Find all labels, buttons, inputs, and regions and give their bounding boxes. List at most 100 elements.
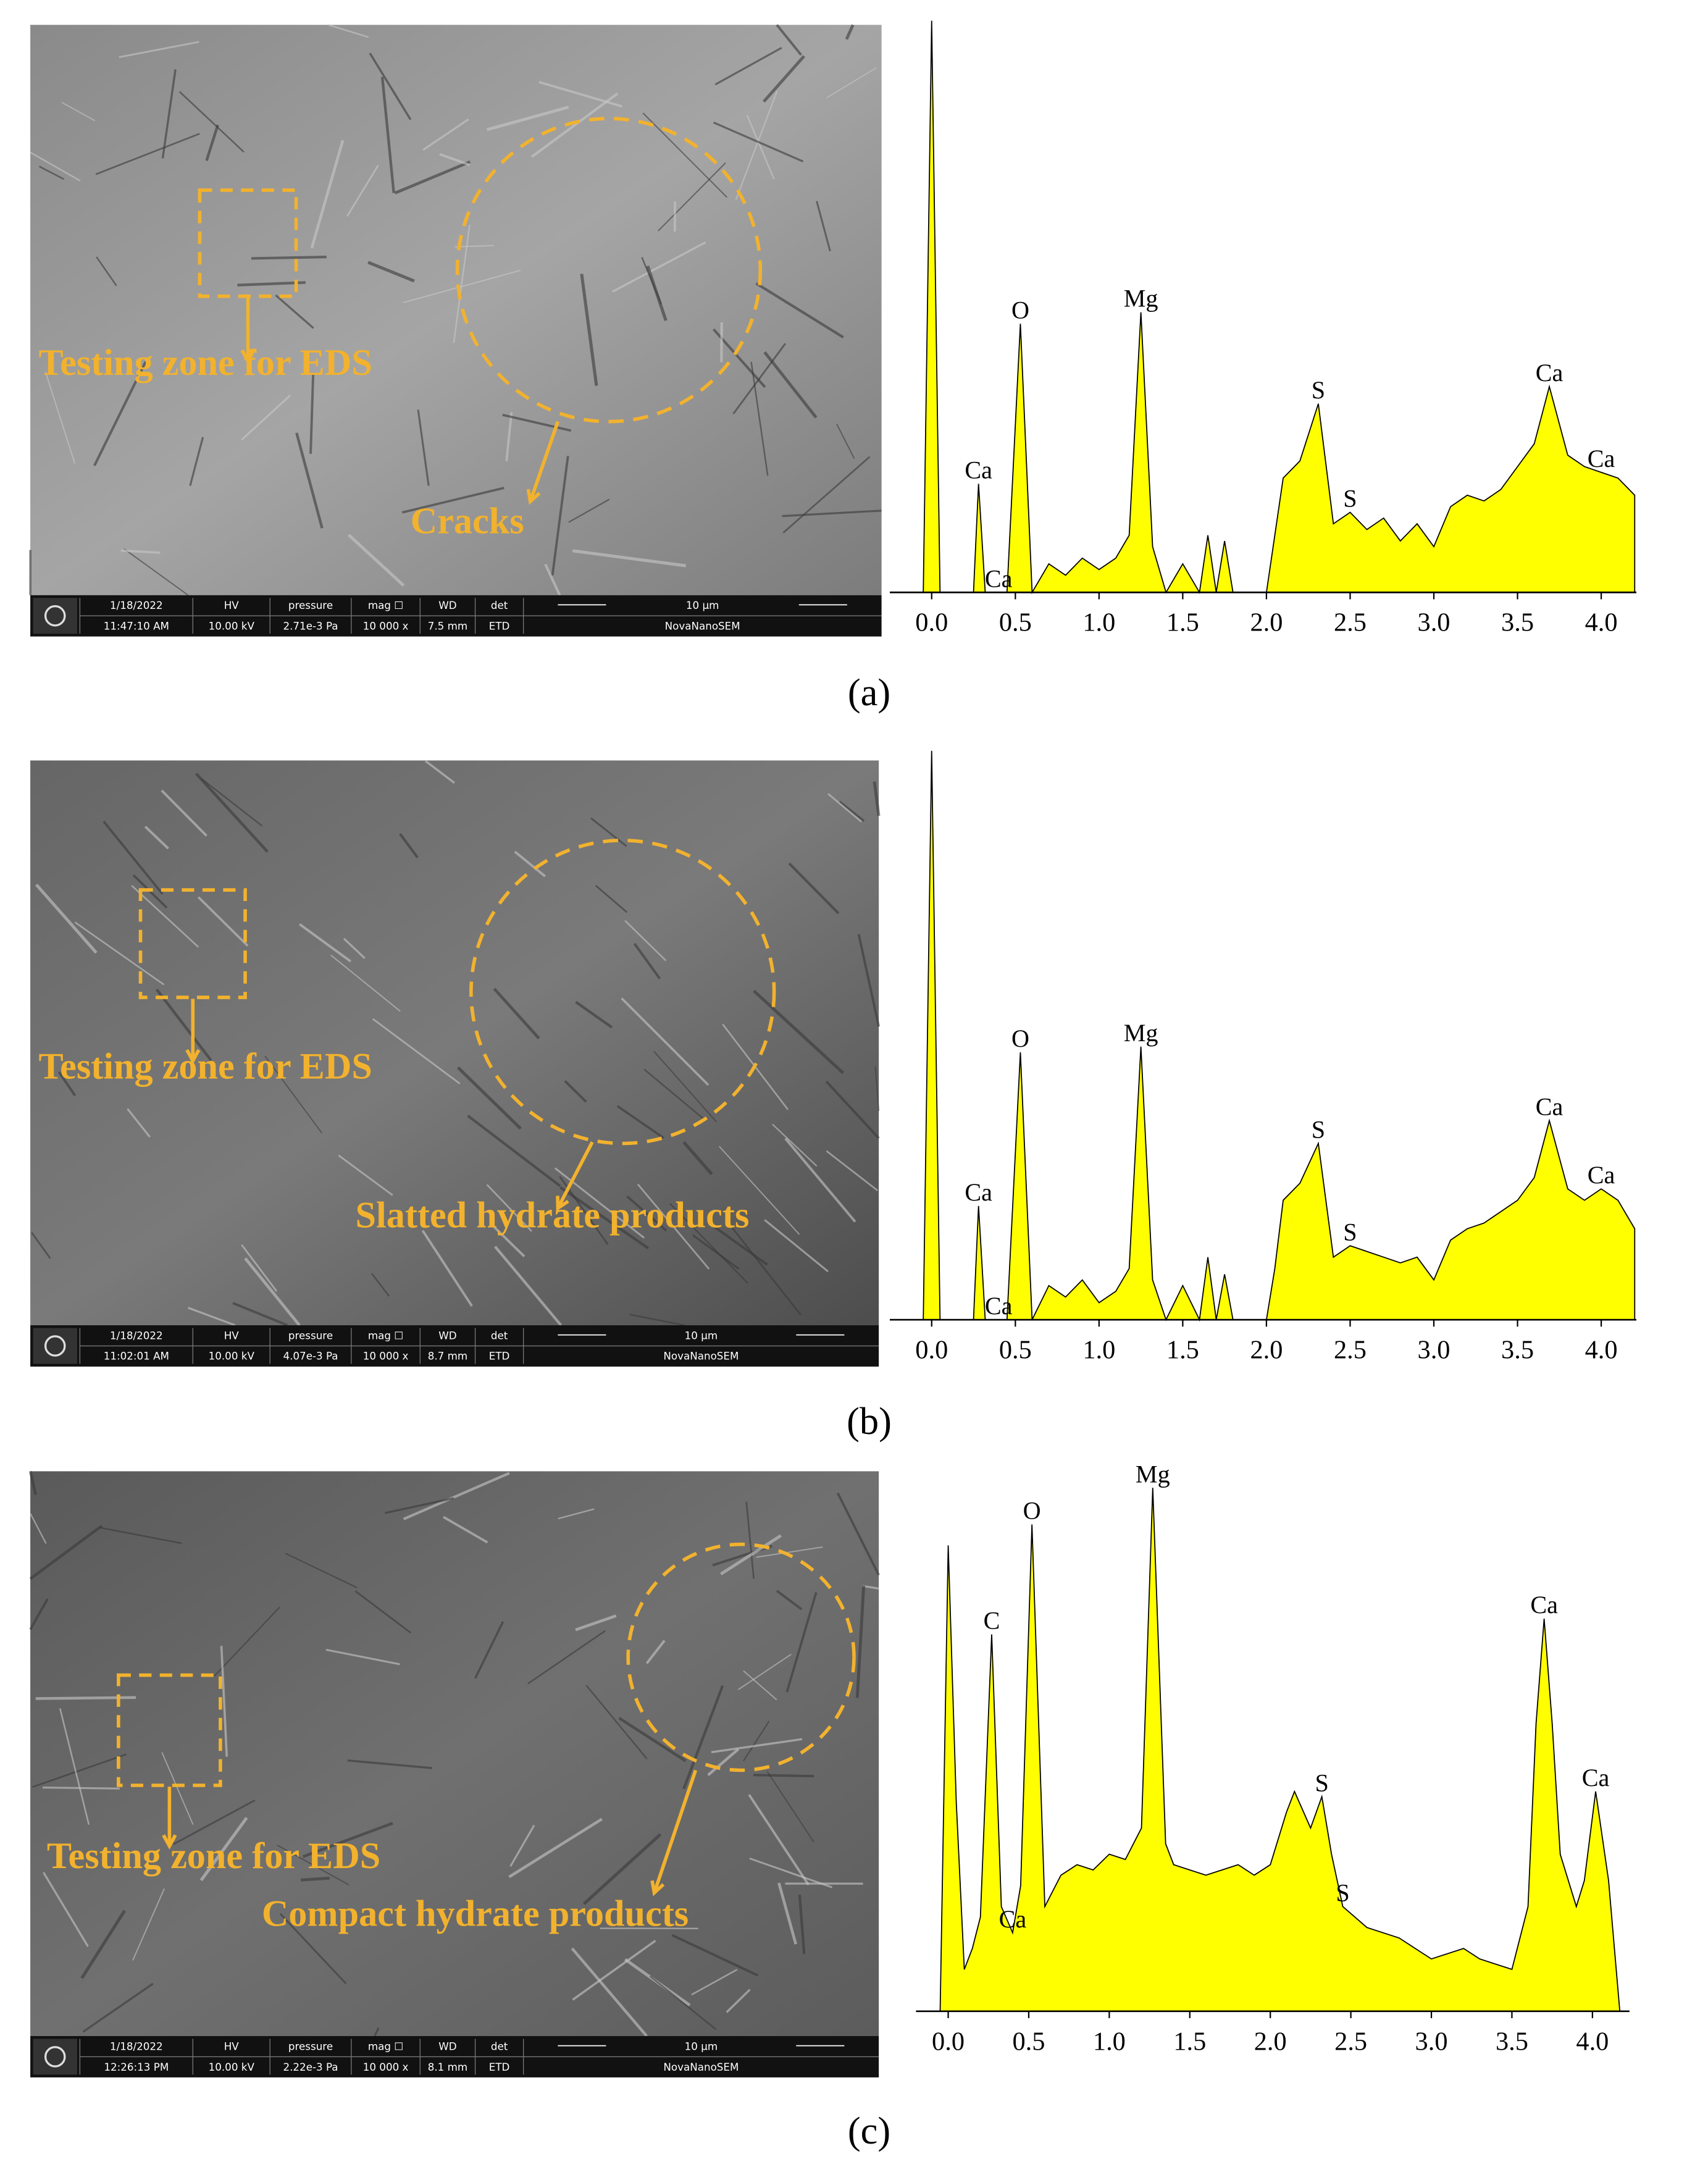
texture-line <box>621 997 710 1086</box>
texture-line <box>195 773 269 853</box>
texture-line <box>874 1066 880 1111</box>
info-header: det <box>491 2040 508 2052</box>
texture-line <box>653 1050 717 1123</box>
texture-line <box>798 1894 806 1955</box>
texture-line <box>755 282 844 338</box>
texture-line <box>682 1141 713 1176</box>
texture-line <box>572 549 686 568</box>
texture-line <box>763 351 818 419</box>
texture-line <box>788 862 840 915</box>
peak-label: S <box>1336 1879 1349 1906</box>
texture-line <box>453 225 471 343</box>
spectrum-area <box>939 1488 1621 2012</box>
texture-line <box>732 343 786 414</box>
texture-line <box>403 269 521 304</box>
texture-line <box>338 1154 393 1196</box>
info-header: det <box>491 1329 508 1341</box>
texture-line <box>205 124 219 161</box>
texture-line <box>725 1219 802 1316</box>
texture-line <box>264 1055 322 1134</box>
spectrum-area <box>898 20 1636 595</box>
x-tick-label: 0.0 <box>932 2027 965 2056</box>
texture-line <box>374 2027 380 2037</box>
texture-line <box>123 548 189 596</box>
texture-line <box>527 1630 606 1685</box>
peak-label: Ca <box>965 456 992 484</box>
info-value: 10 000 x <box>363 620 409 632</box>
x-tick-label: 3.5 <box>1496 2027 1528 2056</box>
texture-line <box>629 1314 685 1327</box>
spectrum-area <box>898 750 1636 1322</box>
logo-cell <box>33 1328 77 1364</box>
feature-circle <box>469 839 776 1146</box>
texture-line <box>582 1833 662 1905</box>
texture-line <box>616 1105 664 1139</box>
info-header: 1/18/2022 <box>110 2040 163 2052</box>
texture-line <box>707 1748 740 1777</box>
texture-line <box>776 23 802 56</box>
info-header: mag ☐ <box>368 1329 403 1341</box>
texture-line <box>161 1752 194 1825</box>
info-value: ETD <box>489 1350 510 1362</box>
texture-line <box>119 41 199 59</box>
info-value: 11:02:01 AM <box>104 1350 169 1362</box>
info-header: HV <box>224 1329 240 1341</box>
peak-label: Mg <box>1124 1019 1158 1047</box>
texture-line <box>750 361 769 476</box>
info-header: pressure <box>288 599 333 611</box>
x-tick-label: 1.0 <box>1093 2027 1126 2056</box>
peak-label: S <box>1312 376 1325 404</box>
arrow-head <box>240 349 256 365</box>
texture-line <box>658 162 726 232</box>
x-tick-label: 3.0 <box>1418 1336 1451 1365</box>
texture-line <box>748 1794 810 1885</box>
texture-line <box>618 1717 687 1763</box>
peak-label: Ca <box>1582 1764 1610 1792</box>
texture-line <box>710 1223 768 1266</box>
info-value: 11:47:10 AM <box>104 620 169 632</box>
arrow-head <box>526 488 541 505</box>
texture-line <box>30 151 81 182</box>
texture-line <box>425 760 455 784</box>
info-value: 12:26:13 PM <box>104 2061 169 2073</box>
info-value: 8.1 mm <box>428 2061 467 2073</box>
texture-line <box>131 885 199 948</box>
logo <box>44 2046 66 2068</box>
texture-line <box>782 456 871 534</box>
texture-line <box>399 833 419 858</box>
texture-line <box>285 1553 358 1588</box>
texture-line <box>746 115 775 180</box>
texture-line <box>649 1976 717 2031</box>
texture-line <box>59 1708 90 1825</box>
texture-line <box>590 817 627 847</box>
texture-line <box>826 67 877 98</box>
texture-line <box>385 1497 454 1514</box>
texture-line <box>558 1508 595 1520</box>
texture-line <box>299 923 352 963</box>
texture-line <box>367 261 415 283</box>
texture-line <box>161 69 177 159</box>
texture-line <box>295 432 324 529</box>
info-value: NovaNanoSEM <box>665 620 740 632</box>
peak-label: S <box>1312 1116 1325 1144</box>
texture-line <box>172 1799 256 1845</box>
x-tick-label: 4.0 <box>1585 1336 1618 1365</box>
texture-line <box>753 1774 814 1778</box>
texture-line <box>394 160 471 195</box>
info-value: 10.00 kV <box>209 2061 255 2073</box>
texture-line <box>633 942 661 979</box>
texture-line <box>343 937 366 959</box>
peak-label: S <box>1343 1218 1357 1246</box>
texture-line <box>551 456 569 576</box>
texture-line <box>346 164 379 217</box>
texture-line <box>756 1546 823 1558</box>
texture-line <box>127 1108 151 1138</box>
texture-line <box>726 1989 751 2013</box>
texture-line <box>380 77 395 193</box>
texture-line <box>214 1606 280 1677</box>
texture-line <box>502 414 572 432</box>
x-tick-label: 3.0 <box>1415 2027 1448 2056</box>
info-value: 2.22e-3 Pa <box>283 2061 338 2073</box>
texture-line <box>743 1670 777 1701</box>
sem-annotation: Slatted hydrate products <box>356 1195 750 1236</box>
